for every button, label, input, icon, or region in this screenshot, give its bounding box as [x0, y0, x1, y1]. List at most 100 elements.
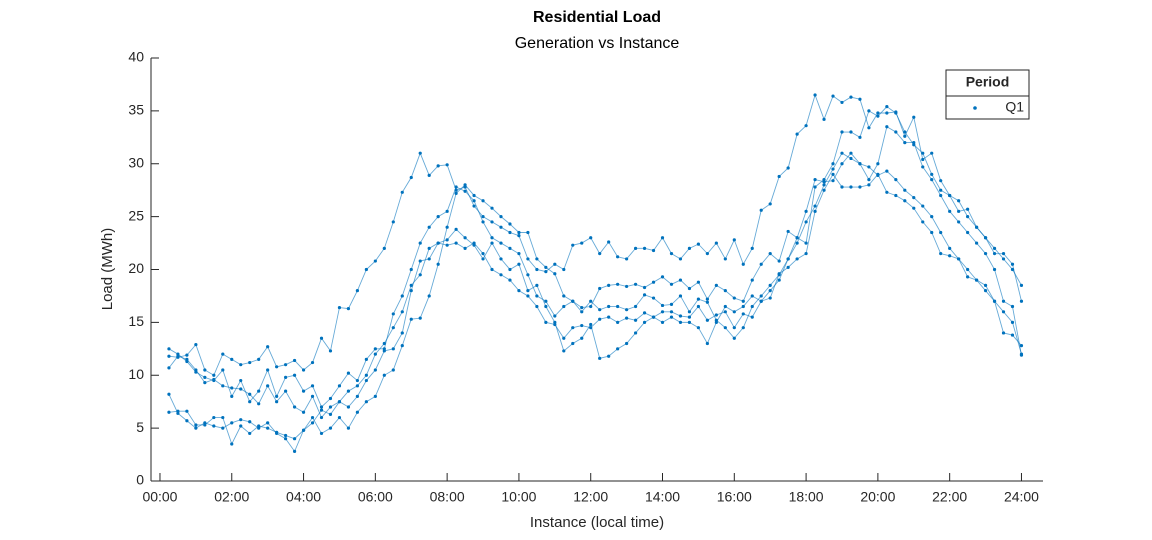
- data-point: [786, 229, 790, 234]
- y-axis-label: Load (MWh): [99, 228, 116, 311]
- data-point: [939, 188, 943, 192]
- data-point: [607, 315, 611, 319]
- x-tick-label: 02:00: [214, 489, 249, 505]
- data-point: [633, 282, 638, 286]
- data-point: [346, 405, 351, 409]
- data-point: [382, 341, 386, 346]
- data-point: [939, 230, 943, 235]
- data-point: [669, 302, 674, 306]
- data-point: [248, 431, 252, 436]
- data-point: [499, 241, 503, 245]
- data-point: [373, 368, 377, 372]
- data-point: [418, 241, 422, 245]
- data-point: [257, 402, 261, 406]
- data-point: [212, 373, 216, 377]
- data-point: [418, 316, 422, 320]
- data-point: [427, 225, 431, 229]
- data-point: [544, 304, 548, 309]
- data-point: [687, 310, 692, 314]
- data-point: [616, 255, 620, 259]
- data-point: [876, 111, 880, 115]
- data-point: [786, 166, 790, 170]
- data-point: [786, 257, 790, 261]
- data-point: [364, 357, 368, 361]
- data-point: [651, 248, 656, 253]
- data-point: [1010, 320, 1015, 324]
- data-point: [553, 262, 557, 266]
- data-point: [275, 400, 279, 404]
- data-point: [822, 183, 826, 187]
- data-point: [499, 225, 503, 229]
- data-point: [589, 236, 593, 240]
- x-tick-label: 08:00: [430, 489, 465, 505]
- data-point: [831, 94, 835, 98]
- data-point: [813, 204, 817, 208]
- data-point: [894, 130, 898, 134]
- data-point: [876, 114, 880, 118]
- data-point: [292, 449, 297, 453]
- data-point: [400, 190, 404, 194]
- data-point: [795, 257, 799, 261]
- data-point: [957, 209, 961, 213]
- data-point: [194, 426, 198, 430]
- data-point: [598, 308, 602, 312]
- data-point: [858, 97, 862, 101]
- data-point: [400, 310, 404, 314]
- data-point: [903, 130, 907, 134]
- data-point: [535, 304, 539, 309]
- data-point: [301, 389, 306, 393]
- data-point: [436, 241, 440, 245]
- data-point: [669, 282, 674, 286]
- data-point: [992, 252, 997, 256]
- data-point: [858, 185, 862, 189]
- data-point: [221, 352, 225, 356]
- data-point: [1019, 283, 1024, 287]
- data-point: [418, 273, 422, 277]
- data-point: [490, 206, 494, 210]
- data-point: [822, 178, 826, 182]
- data-point: [203, 375, 207, 379]
- data-point: [490, 241, 494, 245]
- data-point: [373, 394, 377, 398]
- data-point: [364, 378, 368, 383]
- data-point: [966, 267, 970, 272]
- data-point: [580, 305, 584, 310]
- data-point: [813, 93, 817, 97]
- data-point: [355, 384, 359, 388]
- data-point: [696, 304, 701, 309]
- data-point: [463, 183, 467, 187]
- data-point: [804, 124, 808, 128]
- data-point: [328, 405, 333, 409]
- data-point: [221, 368, 225, 372]
- data-point: [768, 296, 772, 300]
- data-point: [625, 341, 629, 346]
- data-point: [373, 347, 377, 351]
- data-point: [463, 246, 467, 250]
- data-point: [768, 202, 772, 206]
- data-point: [239, 363, 243, 367]
- data-point: [418, 151, 422, 155]
- data-point: [598, 356, 602, 360]
- data-point: [544, 320, 548, 324]
- data-point: [660, 275, 665, 279]
- data-point: [230, 421, 234, 425]
- data-point: [391, 220, 395, 224]
- data-point: [741, 312, 745, 316]
- data-point: [544, 270, 548, 274]
- data-point: [983, 252, 988, 256]
- data-point: [553, 320, 557, 324]
- data-point: [275, 365, 279, 369]
- data-point: [337, 384, 342, 388]
- x-tick-label: 16:00: [717, 489, 752, 505]
- data-point: [687, 246, 692, 250]
- data-point: [562, 304, 566, 309]
- y-tick-label: 25: [128, 207, 144, 223]
- x-tick-label: 10:00: [501, 489, 536, 505]
- data-point: [248, 392, 252, 396]
- x-tick-label: 04:00: [286, 489, 321, 505]
- data-point: [580, 241, 584, 245]
- data-point: [714, 320, 718, 324]
- data-point: [391, 347, 395, 351]
- data-point: [912, 115, 916, 119]
